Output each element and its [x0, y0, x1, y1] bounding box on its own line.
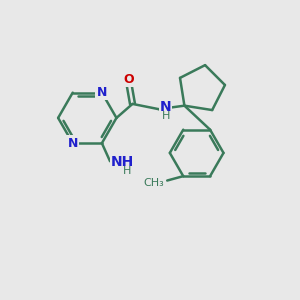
Text: NH: NH [111, 155, 134, 170]
Text: N: N [68, 137, 78, 150]
Text: O: O [124, 73, 134, 86]
Text: N: N [97, 86, 107, 99]
Text: CH₃: CH₃ [143, 178, 164, 188]
Text: H: H [123, 167, 131, 176]
Text: N: N [160, 100, 172, 114]
Text: H: H [162, 112, 170, 122]
